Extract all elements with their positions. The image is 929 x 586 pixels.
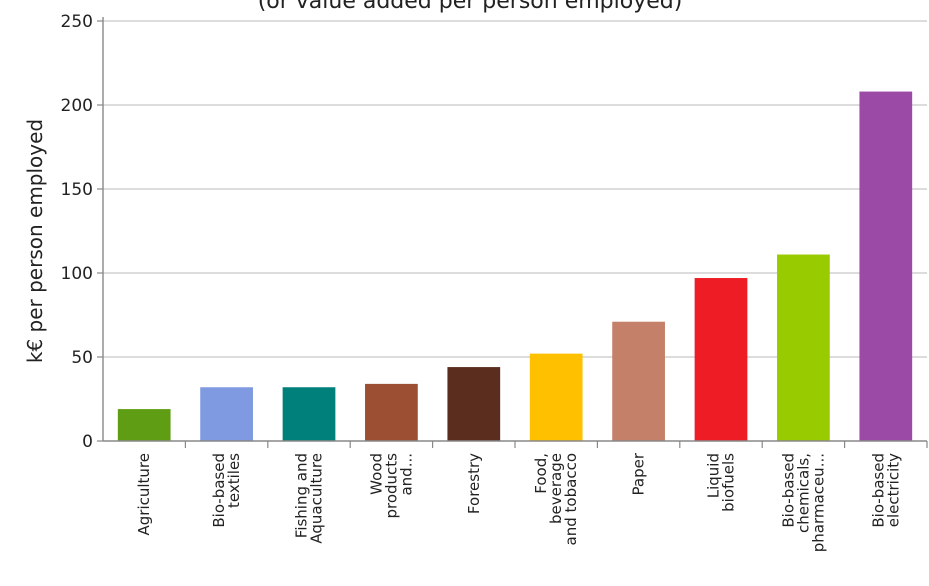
bar-8 <box>694 278 748 441</box>
x-tick-label-line: biofuels <box>720 453 738 512</box>
x-tick-label: Agriculture <box>135 453 153 536</box>
bar-7 <box>612 321 665 441</box>
y-axis-label: k€ per person employed <box>23 119 47 363</box>
x-tick-label-line: pharmaceu... <box>809 453 827 552</box>
x-tick-label-line: Bio-based <box>210 453 228 528</box>
chart-title: (or value added per person employed) <box>258 0 683 14</box>
y-tick-label: 200 <box>61 96 93 116</box>
bar-10 <box>859 91 913 441</box>
bar-6 <box>529 353 583 441</box>
x-tick-label-line: Wood <box>367 453 385 495</box>
x-tick-label: Bio-basedtextiles <box>210 453 243 528</box>
x-tick-label: Woodproductsand... <box>367 453 415 519</box>
x-tick-label: Bio-basedchemicals,pharmaceu... <box>779 453 827 552</box>
y-tick-labels: 0 50 100 150 200 250 <box>61 12 93 452</box>
y-tick-label: 100 <box>61 264 93 284</box>
bar-2 <box>200 387 253 441</box>
x-tick-label-line: Food, <box>532 453 550 494</box>
bars <box>117 91 913 441</box>
x-tick-label: Bio-basedelectricity <box>869 453 902 528</box>
x-tick-label-line: Forestry <box>465 453 483 514</box>
bar-4 <box>365 383 418 441</box>
x-tick-label-line: textiles <box>225 453 243 508</box>
x-tick-label-line: and tobacco <box>562 453 580 545</box>
bar-9 <box>777 254 830 441</box>
x-tick-label: Paper <box>630 452 648 495</box>
y-tick-label: 0 <box>82 432 93 452</box>
x-tick-label-line: Aquaculture <box>308 453 326 544</box>
x-tick-label: Fishing andAquaculture <box>293 453 326 544</box>
x-tick-label-line: Bio-based <box>869 453 887 528</box>
y-tick-label: 150 <box>61 180 93 200</box>
x-tick-label-line: Agriculture <box>135 453 153 536</box>
x-tick-label-line: products <box>382 453 400 519</box>
x-tick-labels: Agriculture Bio-basedtextiles Fishing andA… <box>135 452 902 552</box>
bar-3 <box>282 387 336 441</box>
axes <box>97 17 928 448</box>
x-tick-label-line: Fishing and <box>293 453 311 538</box>
x-tick-label-line: chemicals, <box>794 453 812 533</box>
y-tick-label: 50 <box>71 348 93 368</box>
x-tick-label-line: and... <box>397 453 415 496</box>
y-tick-label: 250 <box>61 12 93 32</box>
x-tick-label-line: electricity <box>884 453 902 527</box>
x-tick-label: Liquidbiofuels <box>705 453 738 512</box>
x-tick-label: Food,beverageand tobacco <box>532 453 580 545</box>
x-tick-label: Forestry <box>465 453 483 514</box>
x-tick-label-line: Liquid <box>705 453 723 498</box>
x-tick-label-line: Bio-based <box>779 453 797 528</box>
bar-5 <box>447 367 501 441</box>
x-tick-label-line: Paper <box>630 452 648 495</box>
bar-1 <box>117 409 171 441</box>
x-tick-label-line: beverage <box>547 453 565 524</box>
